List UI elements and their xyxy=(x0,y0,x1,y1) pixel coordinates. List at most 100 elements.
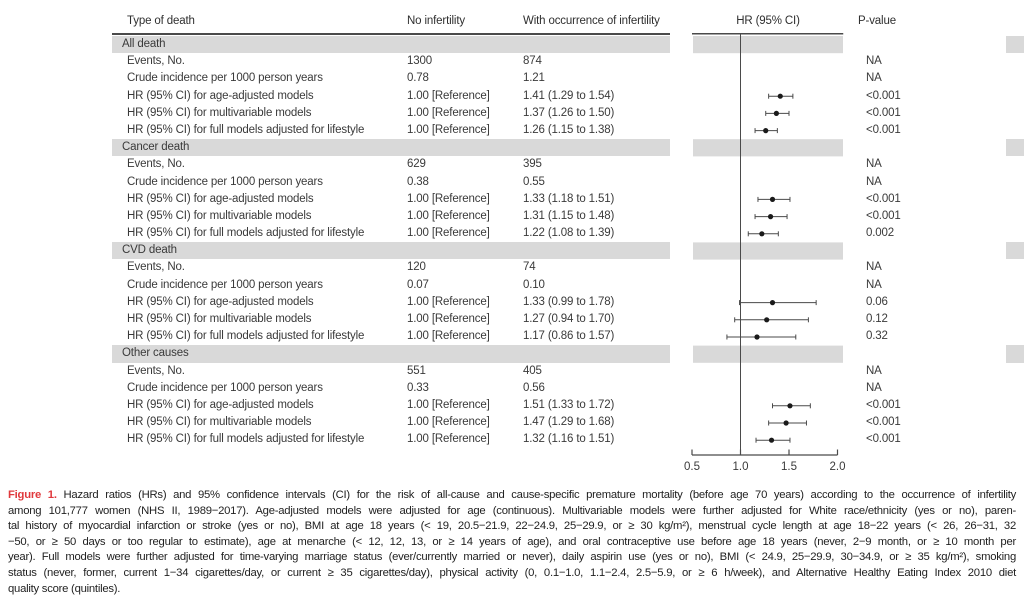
hr-point xyxy=(773,110,779,116)
x-tick-label: 1.5 xyxy=(781,461,797,473)
cell-no-infertility: 1.00 [Reference] xyxy=(407,106,490,119)
x-tick-label: 1.0 xyxy=(733,461,749,473)
hr-point xyxy=(759,231,765,237)
hr-point xyxy=(769,196,776,202)
hr-point xyxy=(777,93,783,99)
caption-line: tal history of myocardial infarction or … xyxy=(8,520,1016,533)
cell-no-infertility: 1300 xyxy=(407,55,432,68)
caption-line: among 101,777 women (NHS II, 1989−2017).… xyxy=(8,504,1016,517)
cell-with-infertility: 395 xyxy=(523,158,542,171)
table-top-rule xyxy=(112,33,670,35)
forest-section-band xyxy=(693,139,843,157)
row-label: Crude incidence per 1000 person years xyxy=(127,175,323,188)
cell-no-infertility: 1.00 [Reference] xyxy=(407,313,490,325)
column-header-hr-95ci: HR (95% CI) xyxy=(736,15,800,27)
cell-p-value: <0.001 xyxy=(866,416,901,429)
cell-with-infertility: 0.55 xyxy=(523,175,545,188)
cell-no-infertility: 1.00 [Reference] xyxy=(407,192,490,205)
cell-p-value: <0.001 xyxy=(866,398,901,411)
cell-p-value: NA xyxy=(866,175,882,188)
table-row: HR (95% CI) for multivariable models 1.00… xyxy=(112,414,1024,431)
cell-no-infertility: 1.00 [Reference] xyxy=(407,433,490,446)
cell-p-value: <0.001 xyxy=(866,123,901,136)
column-header-type-of-death: Type of death xyxy=(127,15,195,27)
table-row: Events, No. 120 74 NA xyxy=(112,259,1024,276)
cell-p-value: NA xyxy=(866,364,882,377)
row-label: Crude incidence per 1000 person years xyxy=(127,72,323,85)
caption-line: quality score (quintiles). xyxy=(8,582,121,595)
table-row: HR (95% CI) for full models adjusted for… xyxy=(112,431,1024,448)
cell-p-value: 0.32 xyxy=(866,330,888,343)
row-label: HR (95% CI) for multivariable models xyxy=(127,313,312,325)
section-band-right-tab xyxy=(1006,139,1024,157)
cell-p-value: NA xyxy=(866,55,882,68)
table-row: HR (95% CI) for multivariable models 1.00… xyxy=(112,208,1024,225)
cell-with-infertility: 1.22 (1.08 to 1.39) xyxy=(523,227,615,240)
cell-no-infertility: 629 xyxy=(407,158,426,171)
cell-p-value: <0.001 xyxy=(866,106,901,119)
section-band xyxy=(112,345,670,363)
table-row: Crude incidence per 1000 person years 0.0… xyxy=(112,277,1024,294)
table-row: HR (95% CI) for multivariable models 1.00… xyxy=(112,311,1024,328)
row-label: HR (95% CI) for age-adjusted models xyxy=(127,398,314,411)
row-label: Crude incidence per 1000 person years xyxy=(127,278,323,291)
cell-with-infertility: 1.21 xyxy=(523,72,545,85)
hr-point xyxy=(787,403,793,409)
table-row: HR (95% CI) for full models adjusted for… xyxy=(112,225,1024,242)
row-label: Events, No. xyxy=(127,261,185,274)
hr-point xyxy=(783,420,789,426)
cell-no-infertility: 0.33 xyxy=(407,381,429,394)
table-row: Events, No. 551 405 NA xyxy=(112,363,1024,380)
table-row: Crude incidence per 1000 person years 0.3… xyxy=(112,380,1024,397)
table-row: HR (95% CI) for full models adjusted for… xyxy=(112,328,1024,345)
section-label: CVD death xyxy=(122,244,177,257)
row-label: HR (95% CI) for age-adjusted models xyxy=(127,89,314,102)
column-header-no-infertility: No infertility xyxy=(407,15,465,27)
hr-point xyxy=(769,300,776,306)
hr-point xyxy=(767,214,774,220)
cell-no-infertility: 120 xyxy=(407,261,426,274)
table-body: All death Events, No. 1300 874 NA Crude incid… xyxy=(112,36,1024,449)
cell-no-infertility: 0.78 xyxy=(407,72,429,85)
cell-with-infertility: 74 xyxy=(523,261,536,274)
cell-p-value: NA xyxy=(866,72,882,85)
cell-with-infertility: 874 xyxy=(523,55,542,68)
cell-p-value: <0.001 xyxy=(866,209,901,222)
row-label: HR (95% CI) for full models adjusted for… xyxy=(127,433,365,446)
row-label: Events, No. xyxy=(127,364,185,377)
cell-p-value: NA xyxy=(866,158,882,171)
cell-with-infertility: 1.26 (1.15 to 1.38) xyxy=(523,123,615,136)
cell-with-infertility: 0.10 xyxy=(523,278,545,291)
x-tick-label: 2.0 xyxy=(830,461,846,473)
figure-caption: Figure 1. Hazard ratios (HRs) and 95% co… xyxy=(8,488,1016,597)
cell-with-infertility: 0.56 xyxy=(523,381,545,394)
cell-with-infertility: 1.17 (0.86 to 1.57) xyxy=(523,330,615,343)
cell-with-infertility: 1.33 (0.99 to 1.78) xyxy=(523,295,615,308)
caption-line: Figure 1. Hazard ratios (HRs) and 95% co… xyxy=(8,489,1017,501)
cell-p-value: 0.002 xyxy=(866,227,895,240)
forest-section-band xyxy=(693,345,843,363)
forest-section-band xyxy=(693,242,843,260)
hr-point xyxy=(768,437,775,443)
row-label: HR (95% CI) for full models adjusted for… xyxy=(127,123,365,136)
cell-no-infertility: 0.07 xyxy=(407,278,429,291)
section-band-right-tab xyxy=(1006,36,1024,54)
caption-line: −50, or ≥ 50 days or too regular to esti… xyxy=(8,535,1016,548)
table-row: HR (95% CI) for age-adjusted models 1.00 … xyxy=(112,294,1024,311)
row-label: Crude incidence per 1000 person years xyxy=(127,381,323,394)
table-row: Events, No. 1300 874 NA xyxy=(112,53,1024,70)
x-tick-label: 0.5 xyxy=(684,461,700,473)
cell-p-value: 0.12 xyxy=(866,313,888,325)
row-label: HR (95% CI) for full models adjusted for… xyxy=(127,330,365,343)
figure-number-label: Figure 1. xyxy=(8,489,64,501)
section-header-row: Cancer death xyxy=(112,139,1024,157)
hr-point xyxy=(763,128,769,134)
cell-no-infertility: 0.38 xyxy=(407,175,429,188)
row-label: Events, No. xyxy=(127,158,185,171)
cell-with-infertility: 1.27 (0.94 to 1.70) xyxy=(523,313,615,325)
column-header-p-value: P-value xyxy=(858,15,896,27)
cell-with-infertility: 1.33 (1.18 to 1.51) xyxy=(523,192,615,205)
hr-point xyxy=(754,334,760,340)
cell-no-infertility: 1.00 [Reference] xyxy=(407,398,490,411)
section-band xyxy=(112,36,670,54)
